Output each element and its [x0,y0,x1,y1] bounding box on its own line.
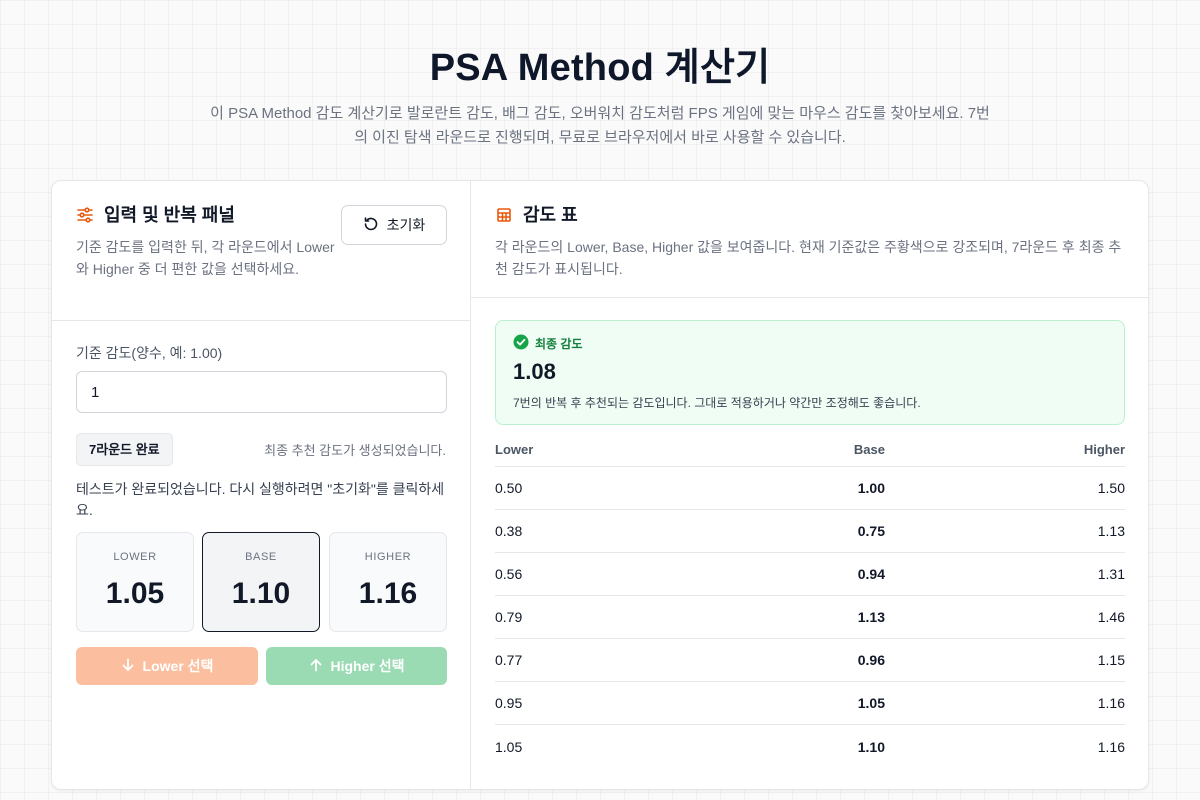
table-row: 0.50 1.00 1.50 [495,467,1125,510]
reset-button[interactable]: 초기화 [341,205,447,245]
cell-higher: 1.16 [1097,695,1125,711]
higher-value-box: HIGHER 1.16 [329,532,447,632]
table-row: 0.38 0.75 1.13 [495,510,1125,553]
cell-higher: 1.46 [1097,609,1125,625]
arrow-down-icon [121,658,135,675]
select-lower-button[interactable]: Lower 선택 [76,647,258,685]
header-lower: Lower [495,442,534,457]
cell-higher: 1.50 [1097,480,1125,496]
select-lower-label: Lower 선택 [142,658,214,674]
round-badge: 7라운드 완료 [76,433,173,466]
table-row: 1.05 1.10 1.16 [495,725,1125,768]
base-value-label: BASE [245,551,277,563]
reset-label: 초기화 [386,217,426,233]
sliders-icon [76,206,94,224]
current-values: LOWER 1.05 BASE 1.10 HIGHER 1.16 [76,532,447,632]
lower-value-label: LOWER [113,551,157,563]
cell-lower: 0.95 [495,695,523,711]
hero: PSA Method 계산기 이 PSA Method 감도 계산기로 발로란트… [0,44,1200,150]
input-panel: 입력 및 반복 패널 기준 감도를 입력한 뒤, 각 라운드에서 Lower와 … [52,181,471,789]
cell-base: 1.00 [857,480,885,496]
cell-lower: 1.05 [495,738,523,755]
higher-value-label: HIGHER [364,551,412,563]
select-higher-label: Higher 선택 [330,658,405,674]
check-circle-icon [513,334,529,353]
table-panel-title-row: 감도 표 [495,203,578,227]
cell-lower: 0.56 [495,566,523,582]
cell-higher: 1.16 [1097,738,1125,755]
table-row: 0.95 1.05 1.16 [495,682,1125,725]
cell-base: 0.96 [857,652,885,668]
table-row: 0.56 0.94 1.31 [495,553,1125,596]
header-base: Base [853,442,885,457]
final-sensitivity-card: 최종 감도 1.08 7번의 반복 후 추천되는 감도입니다. 그대로 적용하거… [495,320,1125,425]
header-higher: Higher [1083,442,1125,457]
cell-base: 1.05 [857,695,885,711]
base-value: 1.10 [231,577,291,610]
reset-icon [363,216,379,235]
cell-higher: 1.13 [1097,523,1125,539]
base-value-box: BASE 1.10 [202,532,320,632]
cell-base: 0.94 [857,566,885,582]
round-status: 최종 추천 감도가 생성되었습니다. [264,443,446,458]
input-panel-title: 입력 및 반복 패널 [104,205,235,225]
cell-base: 0.75 [857,523,885,539]
cell-base: 1.13 [857,609,885,625]
status-message: 테스트가 완료되었습니다. 다시 실행하려면 "초기화"를 클릭하세요. [76,481,445,518]
input-panel-title-row: 입력 및 반복 패널 [76,203,235,227]
table-panel-description: 각 라운드의 Lower, Base, Higher 값을 보여줍니다. 현재 … [495,239,1122,277]
final-sensitivity-value: 1.08 [513,359,556,384]
base-sensitivity-input[interactable] [76,371,447,413]
lower-value-box: LOWER 1.05 [76,532,194,632]
table-row: 0.77 0.96 1.15 [495,639,1125,682]
table-row: 0.79 1.13 1.46 [495,596,1125,639]
table-header: Lower Base Higher [495,433,1125,467]
page-description: 이 PSA Method 감도 계산기로 발로란트 감도, 배그 감도, 오버워… [210,105,990,146]
calculator-card: 입력 및 반복 패널 기준 감도를 입력한 뒤, 각 라운드에서 Lower와 … [51,180,1149,790]
final-sensitivity-header: 최종 감도 [513,334,583,353]
table-panel-header: 감도 표 각 라운드의 Lower, Base, Higher 값을 보여줍니다… [471,181,1148,298]
cell-base: 1.10 [857,738,885,755]
arrow-up-icon [309,658,323,675]
final-sensitivity-label: 최종 감도 [535,337,583,351]
cell-lower: 0.77 [495,652,523,668]
higher-value: 1.16 [358,577,418,610]
input-panel-header: 입력 및 반복 패널 기준 감도를 입력한 뒤, 각 라운드에서 Lower와 … [52,181,470,321]
cell-lower: 0.79 [495,609,523,625]
cell-higher: 1.15 [1097,652,1125,668]
table-panel-title: 감도 표 [523,205,578,225]
sensitivity-table-panel: 감도 표 각 라운드의 Lower, Base, Higher 값을 보여줍니다… [471,181,1148,789]
lower-value: 1.05 [105,577,165,610]
input-panel-description: 기준 감도를 입력한 뒤, 각 라운드에서 Lower와 Higher 중 더 … [76,239,335,277]
sensitivity-table: Lower Base Higher 0.50 1.00 1.50 0.38 0.… [495,433,1125,768]
final-sensitivity-note: 7번의 반복 후 추천되는 감도입니다. 그대로 적용하거나 약간만 조정해도 … [513,396,921,410]
page-title: PSA Method 계산기 [429,47,771,89]
base-sensitivity-label: 기준 감도(양수, 예: 1.00) [76,345,223,361]
select-higher-button[interactable]: Higher 선택 [266,647,447,685]
cell-lower: 0.50 [495,480,523,496]
table-icon [495,206,513,224]
cell-lower: 0.38 [495,523,523,539]
cell-higher: 1.31 [1097,566,1125,582]
